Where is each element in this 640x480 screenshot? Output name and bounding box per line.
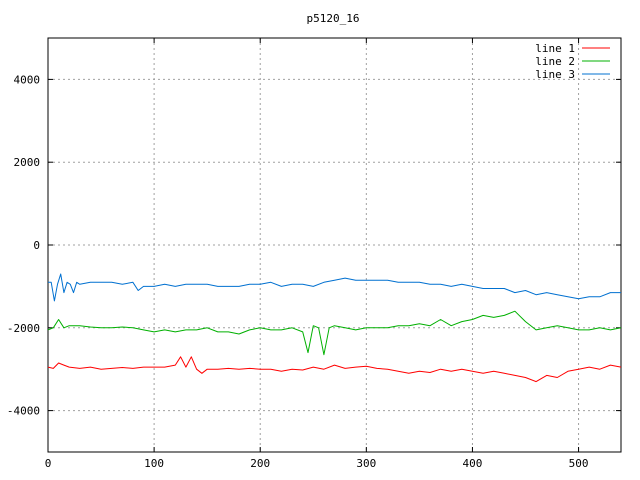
series-line-2	[47, 310, 622, 356]
legend-label: line 3	[535, 68, 575, 81]
x-tick-label: 0	[45, 457, 52, 470]
series-line-1	[47, 356, 622, 383]
y-tick-label: 2000	[14, 156, 41, 169]
series-line-3	[48, 273, 621, 302]
legend-label: line 1	[535, 42, 575, 55]
x-tick-label: 200	[250, 457, 270, 470]
y-tick-label: -4000	[7, 405, 40, 418]
grid	[48, 38, 621, 452]
x-tick-label: 300	[356, 457, 376, 470]
x-tick-label: 500	[569, 457, 589, 470]
y-tick-label: 4000	[14, 73, 41, 86]
x-tick-label: 100	[144, 457, 164, 470]
series-lines	[47, 273, 622, 383]
legend-label: line 2	[535, 55, 575, 68]
y-tick-label: 0	[33, 239, 40, 252]
axes: 0 100 200 300 400 500 -4000 -2000 0 2000 4000	[7, 37, 622, 470]
chart-title: p5120_16	[307, 12, 360, 25]
y-tick-label: -2000	[7, 322, 40, 335]
x-tick-label: 400	[463, 457, 483, 470]
